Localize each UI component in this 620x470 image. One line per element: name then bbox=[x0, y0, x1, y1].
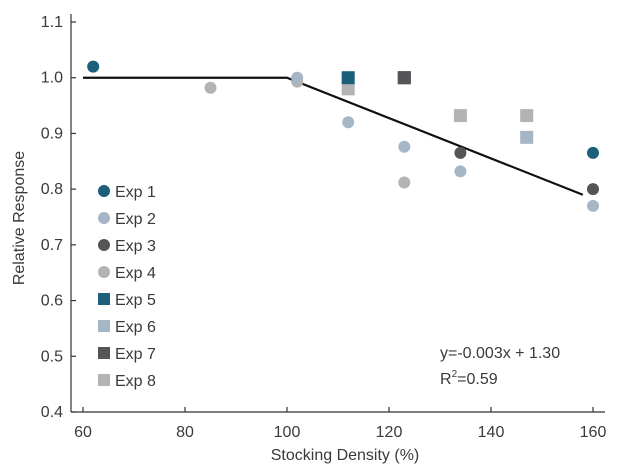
r-squared: R2=0.59 bbox=[440, 369, 498, 388]
y-tick-label: 0.6 bbox=[41, 293, 63, 310]
legend-label-exp-6: Exp 6 bbox=[115, 319, 156, 336]
legend-marker-exp-3 bbox=[98, 239, 110, 251]
y-tick-label: 0.8 bbox=[41, 181, 63, 198]
legend-label-exp-2: Exp 2 bbox=[115, 211, 156, 228]
point-exp-1 bbox=[87, 60, 100, 73]
legend-marker-exp-6 bbox=[98, 320, 110, 332]
legend-label-exp-3: Exp 3 bbox=[115, 238, 156, 255]
x-tick-label: 60 bbox=[74, 424, 92, 441]
data-points bbox=[87, 60, 599, 212]
point-exp-4 bbox=[398, 176, 411, 189]
point-exp-3 bbox=[587, 183, 599, 196]
x-tick-label: 80 bbox=[176, 424, 194, 441]
legend-label-exp-4: Exp 4 bbox=[115, 265, 156, 282]
point-exp-2 bbox=[587, 199, 599, 212]
x-tick-group: 60 80 100 120 140 160 bbox=[74, 407, 606, 441]
fit-line bbox=[83, 76, 584, 196]
x-tick-label: 160 bbox=[580, 424, 607, 441]
legend: Exp 1 Exp 2 Exp 3 Exp 4 Exp 5 Exp 6 Exp 7 Exp 8 bbox=[98, 184, 156, 390]
x-tick-label: 140 bbox=[478, 424, 505, 441]
legend-marker-exp-2 bbox=[98, 212, 110, 224]
point-exp-5 bbox=[341, 71, 355, 85]
point-exp-8 bbox=[453, 109, 467, 123]
point-exp-4 bbox=[204, 81, 217, 94]
fit-line-group bbox=[83, 76, 584, 196]
legend-marker-exp-8 bbox=[98, 374, 110, 386]
point-exp-8 bbox=[341, 82, 355, 96]
point-exp-3 bbox=[454, 146, 467, 159]
y-tick-label: 0.9 bbox=[41, 125, 63, 142]
y-tick-label: 0.7 bbox=[41, 237, 63, 254]
point-exp-1 bbox=[587, 146, 599, 159]
legend-marker-exp-5 bbox=[98, 293, 110, 305]
legend-marker-exp-7 bbox=[98, 347, 110, 359]
x-tick-label: 120 bbox=[376, 424, 403, 441]
point-exp-7 bbox=[397, 71, 411, 85]
legend-label-exp-1: Exp 1 bbox=[115, 184, 156, 201]
point-exp-2 bbox=[454, 165, 467, 178]
y-tick-label: 0.5 bbox=[41, 348, 63, 365]
point-exp-2 bbox=[398, 140, 411, 153]
y-tick-label: 0.4 bbox=[41, 404, 63, 421]
point-exp-2 bbox=[342, 116, 355, 129]
regression-equation: y=-0.003x + 1.30 bbox=[440, 345, 560, 362]
r-squared-prefix: R bbox=[440, 371, 452, 388]
legend-label-exp-7: Exp 7 bbox=[115, 346, 156, 363]
point-exp-6 bbox=[520, 130, 534, 144]
r-squared-value: =0.59 bbox=[457, 371, 498, 388]
x-axis-title: Stocking Density (%) bbox=[271, 447, 420, 464]
y-tick-group: 0.4 0.5 0.6 0.7 0.8 0.9 1.0 1.1 bbox=[41, 14, 76, 421]
legend-label-exp-5: Exp 5 bbox=[115, 292, 156, 309]
x-tick-label: 100 bbox=[274, 424, 301, 441]
point-exp-8 bbox=[520, 109, 534, 123]
legend-label-exp-8: Exp 8 bbox=[115, 373, 156, 390]
legend-marker-exp-1 bbox=[98, 185, 110, 197]
point-exp-2 bbox=[291, 71, 304, 84]
r-squared-exponent: 2 bbox=[452, 369, 458, 380]
legend-marker-exp-4 bbox=[98, 266, 110, 278]
y-tick-label: 1.0 bbox=[41, 70, 63, 87]
y-axis-title: Relative Response bbox=[11, 151, 28, 285]
y-tick-label: 1.1 bbox=[41, 14, 63, 31]
